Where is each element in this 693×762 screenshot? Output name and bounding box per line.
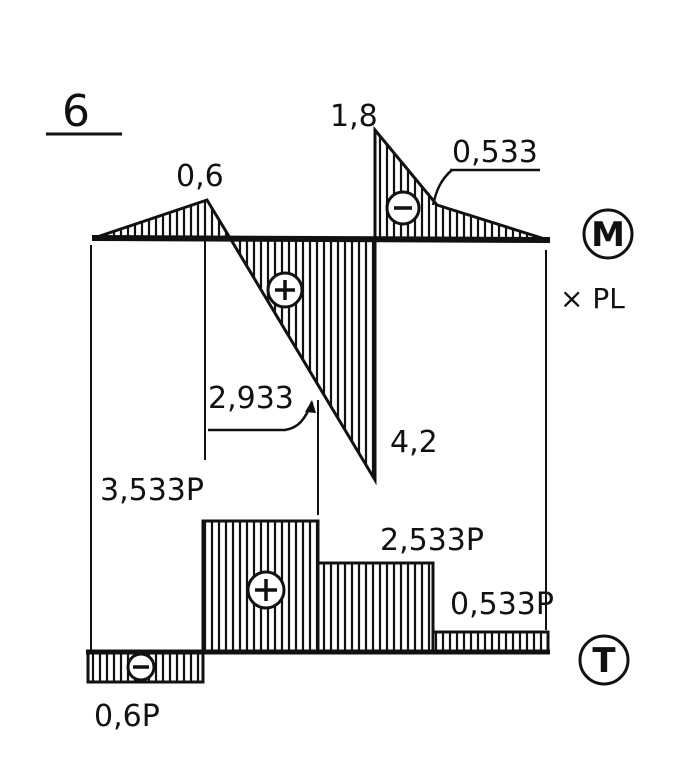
moment-label-bottom-right: 4,2 bbox=[390, 425, 438, 460]
shear-label-negative: 0,6P bbox=[94, 699, 160, 734]
moment-symbol-circle bbox=[582, 208, 634, 260]
shear-symbol: T bbox=[592, 641, 616, 681]
panel-label: 6 bbox=[62, 86, 90, 137]
shear-label-third: 0,533P bbox=[450, 587, 554, 622]
shear-sign-negative bbox=[126, 652, 156, 682]
moment-unit: × PL bbox=[560, 282, 625, 315]
moment-symbol: M bbox=[591, 215, 625, 255]
moment-baseline bbox=[91, 235, 551, 243]
moment-label-left-peak: 0,6 bbox=[176, 159, 224, 194]
moment-label-lower-mid: 2,933 bbox=[208, 381, 294, 416]
moment-leader-arrow bbox=[431, 169, 453, 206]
moment-region-positive bbox=[227, 236, 377, 486]
moment-sign-negative bbox=[385, 190, 421, 226]
moment-region-left-negative bbox=[93, 198, 233, 240]
shear-symbol-circle bbox=[578, 634, 630, 686]
moment-sign-positive bbox=[266, 271, 304, 309]
moment-label-top-right: 1,8 bbox=[330, 99, 378, 134]
moment-lower-arrowhead bbox=[305, 400, 316, 413]
moment-diagram: 0,6 1,8 0,533 2,933 4,2 M × PL bbox=[91, 99, 634, 486]
shear-label-second: 2,533P bbox=[380, 523, 484, 558]
shear-sign-positive bbox=[246, 570, 286, 610]
moment-label-right-slope: 0,533 bbox=[452, 135, 538, 170]
shear-diagram: 3,533P 2,533P 0,533P 0,6P T bbox=[86, 473, 630, 734]
shear-block-second bbox=[316, 561, 435, 654]
projection-lines bbox=[90, 210, 547, 650]
shear-label-first: 3,533P bbox=[100, 473, 204, 508]
shear-block-third bbox=[431, 630, 550, 654]
